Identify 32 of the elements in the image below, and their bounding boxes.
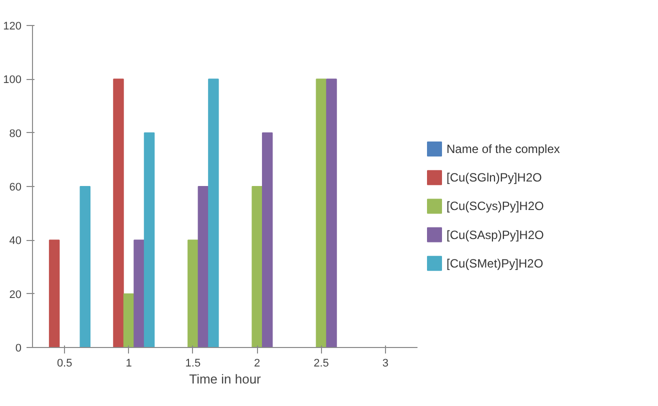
legend-label: [Cu(SMet)Py]H2O [446, 256, 544, 270]
bar [80, 186, 90, 348]
x-tick-label: 3 [382, 358, 388, 370]
y-tick-label: 20 [9, 288, 22, 301]
legend-label: [Cu(SAsp)Py]H2O [446, 228, 544, 242]
y-tick-label: 60 [9, 182, 22, 194]
x-axis-title: Time in hour [189, 372, 262, 386]
bar [113, 78, 124, 348]
y-tick-label: 0 [15, 342, 22, 354]
bar [262, 132, 273, 348]
bar [198, 186, 209, 348]
bar [48, 240, 60, 348]
y-tick-label: 120 [3, 20, 22, 32]
x-tick-label: 0.5 [56, 358, 72, 370]
bar [144, 132, 155, 348]
bar [134, 240, 144, 348]
y-tick-label: 80 [9, 128, 22, 140]
bar [252, 186, 262, 348]
bar [316, 78, 327, 348]
x-tick-label: 1.5 [185, 358, 201, 370]
legend-label: [Cu(SGln)Py]H2O [446, 170, 542, 185]
legend-label: Name of the complex [446, 142, 560, 156]
bar [208, 78, 219, 348]
x-tick-label: 1 [126, 358, 132, 370]
bar [123, 293, 134, 348]
legend-label: [Cu(SCys)Py]H2O [446, 199, 544, 214]
y-tick-label: 100 [3, 74, 22, 86]
x-tick-label: 2.5 [314, 358, 329, 370]
bar [326, 78, 337, 348]
x-tick-label: 2 [254, 358, 260, 370]
y-tick-label: 40 [9, 235, 22, 248]
bar [188, 240, 198, 348]
